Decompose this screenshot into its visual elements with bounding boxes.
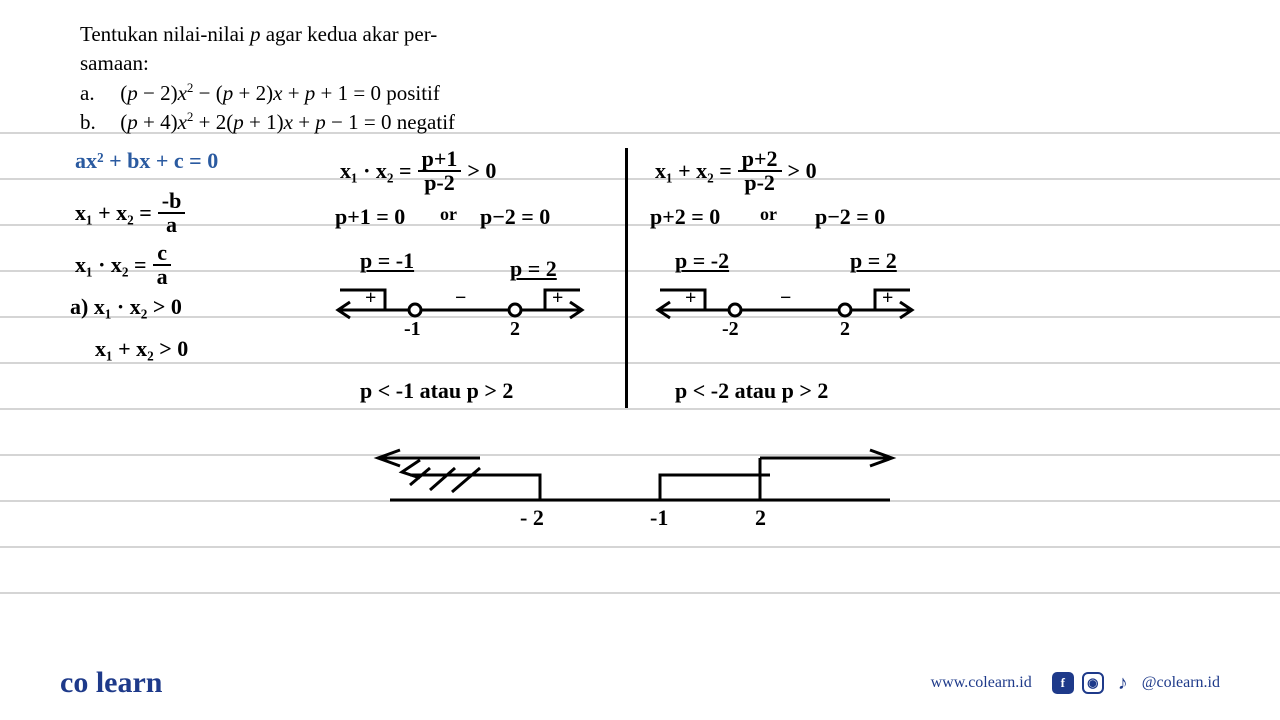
mid-sol-a: p+1 = 0 bbox=[335, 204, 405, 230]
mid-eq1-rhs: > 0 bbox=[467, 158, 496, 184]
mid-r1: p = -1 bbox=[360, 248, 414, 274]
prod-lhs: x₁ · x₂ = bbox=[75, 252, 147, 278]
question-text: Tentukan nilai-nilai p agar kedua akar p… bbox=[80, 20, 455, 138]
mid-eq1: x₁ · x₂ = p+1 p-2 > 0 bbox=[340, 148, 496, 194]
svg-text:+: + bbox=[882, 287, 893, 309]
numberline-right: + − + -2 2 bbox=[650, 280, 930, 350]
right-r2: p = 2 bbox=[850, 248, 897, 274]
mid-eq1-num: p+1 bbox=[418, 148, 462, 172]
cond-b: x₁ + x₂ > 0 bbox=[95, 336, 188, 362]
footer-right: www.colearn.id f ◉ ♪ @colearn.id bbox=[931, 672, 1220, 694]
sum-lhs: x₁ + x₂ = bbox=[75, 200, 152, 226]
svg-text:−: − bbox=[455, 287, 466, 309]
right-sol-b: p−2 = 0 bbox=[815, 204, 885, 230]
mid-eq1-den: p-2 bbox=[420, 172, 459, 194]
q-line2: samaan: bbox=[80, 49, 455, 78]
footer-handle: @colearn.id bbox=[1142, 674, 1220, 692]
cond-a: a) x₁ · x₂ > 0 bbox=[70, 294, 182, 320]
svg-text:2: 2 bbox=[755, 505, 766, 530]
instagram-icon: ◉ bbox=[1082, 672, 1104, 694]
prod-den: a bbox=[153, 266, 172, 288]
eq-b: (p + 4)x2 + 2(p + 1)x + p − 1 = 0 negati… bbox=[120, 110, 455, 134]
mid-or: or bbox=[440, 204, 457, 225]
sum-num: -b bbox=[158, 190, 186, 214]
formula-prod: x₁ · x₂ = c a bbox=[75, 242, 172, 288]
mid-sol-b: p−2 = 0 bbox=[480, 204, 550, 230]
mid-conclusion: p < -1 atau p > 2 bbox=[360, 378, 513, 404]
divider bbox=[625, 148, 628, 408]
right-sol-a: p+2 = 0 bbox=[650, 204, 720, 230]
footer: co learn www.colearn.id f ◉ ♪ @colearn.i… bbox=[0, 666, 1280, 700]
logo-co: co bbox=[60, 666, 88, 699]
q-line1a: Tentukan nilai-nilai bbox=[80, 22, 250, 46]
right-or: or bbox=[760, 204, 777, 225]
eq-a: (p − 2)x2 − (p + 2)x + p + 1 = 0 positif bbox=[120, 81, 440, 105]
tiktok-icon: ♪ bbox=[1112, 672, 1134, 694]
svg-text:-1: -1 bbox=[404, 318, 421, 340]
svg-text:2: 2 bbox=[840, 318, 850, 340]
label-a: a. bbox=[80, 79, 115, 108]
right-eq1-rhs: > 0 bbox=[788, 158, 817, 184]
mid-r2: p = 2 bbox=[510, 256, 557, 282]
numberline-bottom: - 2 -1 2 bbox=[360, 430, 920, 540]
svg-text:-1: -1 bbox=[650, 505, 668, 530]
q-line1b: agar kedua akar per- bbox=[260, 22, 437, 46]
prod-num: c bbox=[153, 242, 171, 266]
sum-den: a bbox=[162, 214, 181, 236]
right-eq1-lhs: x₁ + x₂ = bbox=[655, 158, 732, 184]
formula-sum: x₁ + x₂ = -b a bbox=[75, 190, 185, 236]
svg-text:- 2: - 2 bbox=[520, 505, 544, 530]
numberline-mid: + − + -1 2 bbox=[330, 280, 590, 350]
svg-text:−: − bbox=[780, 287, 791, 309]
svg-text:+: + bbox=[365, 287, 376, 309]
logo-learn: learn bbox=[96, 666, 163, 699]
logo-dot bbox=[88, 666, 96, 699]
right-eq1: x₁ + x₂ = p+2 p-2 > 0 bbox=[655, 148, 817, 194]
q-var: p bbox=[250, 22, 261, 46]
svg-text:2: 2 bbox=[510, 318, 520, 340]
right-eq1-num: p+2 bbox=[738, 148, 782, 172]
logo: co learn bbox=[60, 666, 162, 700]
svg-text:-2: -2 bbox=[722, 318, 739, 340]
formula-quadratic: ax² + bx + c = 0 bbox=[75, 148, 218, 174]
social-icons: f ◉ ♪ @colearn.id bbox=[1052, 672, 1220, 694]
svg-text:+: + bbox=[552, 287, 563, 309]
right-eq1-den: p-2 bbox=[740, 172, 779, 194]
right-conclusion: p < -2 atau p > 2 bbox=[675, 378, 828, 404]
mid-eq1-lhs: x₁ · x₂ = bbox=[340, 158, 412, 184]
label-b: b. bbox=[80, 108, 115, 137]
page-container: Tentukan nilai-nilai p agar kedua akar p… bbox=[0, 0, 1280, 720]
facebook-icon: f bbox=[1052, 672, 1074, 694]
right-r1: p = -2 bbox=[675, 248, 729, 274]
footer-url: www.colearn.id bbox=[931, 674, 1032, 692]
svg-text:+: + bbox=[685, 287, 696, 309]
